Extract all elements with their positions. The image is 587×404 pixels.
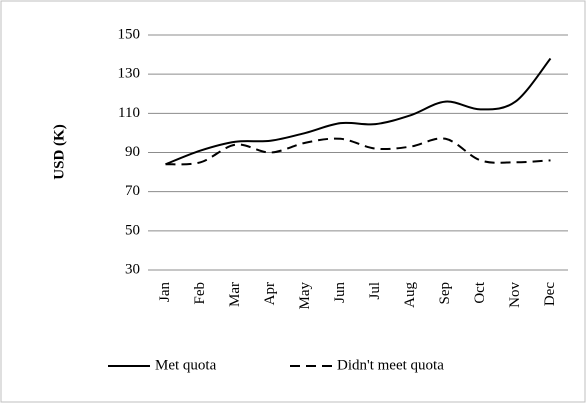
x-tick-label: Oct [472, 281, 488, 303]
y-tick-label: 150 [118, 26, 141, 42]
y-tick-label: 30 [125, 261, 140, 277]
x-tick-label: Feb [192, 282, 208, 305]
x-tick-label: Nov [507, 282, 523, 308]
x-tick-label: Jul [367, 282, 383, 300]
y-tick-label: 130 [118, 66, 141, 82]
y-tick-label: 70 [125, 183, 140, 199]
y-tick-label: 110 [118, 105, 140, 121]
legend-label: Met quota [155, 357, 217, 373]
legend-label: Didn't meet quota [337, 357, 444, 373]
x-tick-label: Jun [332, 282, 348, 303]
line-series [165, 57, 552, 166]
x-tick-label: Sep [437, 282, 453, 305]
x-tick-label: May [297, 282, 313, 310]
x-tick-label: Mar [227, 282, 243, 307]
y-tick-label: 90 [125, 144, 140, 160]
line-series [165, 137, 551, 166]
x-tick-label: Jan [157, 282, 173, 302]
y-axis-label: USD (K) [51, 124, 67, 179]
x-tick-label: Aug [402, 282, 418, 308]
x-tick-label: Dec [542, 282, 558, 306]
x-tick-label: Apr [262, 282, 278, 305]
y-tick-label: 50 [125, 222, 140, 238]
